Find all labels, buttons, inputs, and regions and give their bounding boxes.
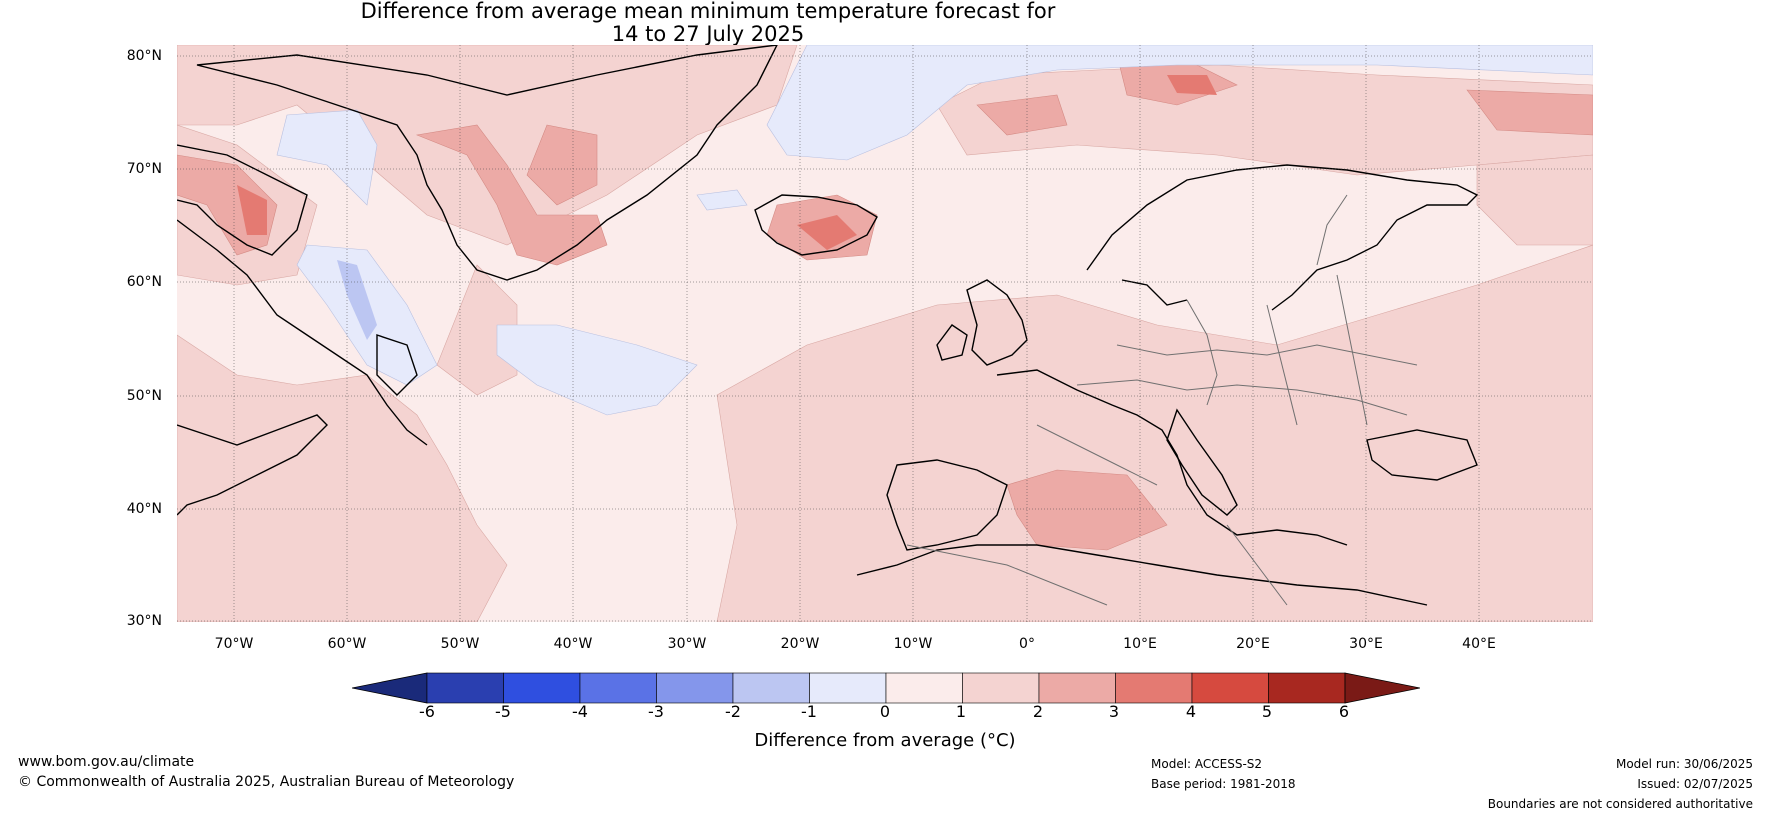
colorbar-cell bbox=[1115, 672, 1193, 704]
colorbar-cell bbox=[809, 672, 887, 704]
graticule bbox=[177, 45, 1593, 622]
lat-label-60n: 60°N bbox=[126, 274, 162, 290]
colorbar-tick: 0 bbox=[879, 702, 891, 721]
colorbar-tick: 6 bbox=[1338, 702, 1350, 721]
colorbar-tick: -5 bbox=[495, 702, 511, 721]
colorbar-cells bbox=[352, 672, 1420, 704]
anomaly-shading-2-3 bbox=[177, 54, 1593, 551]
colorbar-tick: 3 bbox=[1108, 702, 1120, 721]
map-title: Difference from average mean minimum tem… bbox=[0, 0, 1416, 46]
lon-label-10e: 10°E bbox=[1123, 636, 1157, 652]
colorbar-cell bbox=[885, 672, 963, 704]
lon-label-20e: 20°E bbox=[1236, 636, 1270, 652]
colorbar-cell bbox=[1038, 672, 1116, 704]
anomaly-shading-3-4 bbox=[237, 75, 1217, 250]
colorbar-tick: -6 bbox=[419, 702, 435, 721]
lon-label-70w: 70°W bbox=[214, 636, 254, 652]
colorbar-cell bbox=[1191, 672, 1269, 704]
lat-label-50n: 50°N bbox=[126, 388, 162, 404]
lon-label-40w: 40°W bbox=[553, 636, 593, 652]
colorbar-tick: 1 bbox=[955, 702, 967, 721]
colorbar-cell bbox=[503, 672, 581, 704]
footer-model: Model: ACCESS-S2 bbox=[1151, 757, 1263, 771]
title-line-1: Difference from average mean minimum tem… bbox=[360, 0, 1056, 23]
footer-base-period: Base period: 1981-2018 bbox=[1151, 777, 1296, 791]
lat-label-30n: 30°N bbox=[126, 613, 162, 629]
colorbar-label: Difference from average (°C) bbox=[754, 730, 1016, 751]
forecast-map bbox=[177, 45, 1593, 622]
colorbar-cell bbox=[426, 672, 504, 704]
colorbar-cell bbox=[1268, 672, 1346, 704]
map-canvas bbox=[177, 45, 1593, 622]
lon-label-50w: 50°W bbox=[440, 636, 480, 652]
lat-label-80n: 80°N bbox=[126, 48, 162, 64]
lon-label-10w: 10°W bbox=[893, 636, 933, 652]
colorbar-cell bbox=[962, 672, 1040, 704]
colorbar-extend-high bbox=[1344, 672, 1420, 704]
lon-label-20w: 20°W bbox=[780, 636, 820, 652]
lon-label-0: 0° bbox=[1019, 636, 1035, 652]
coastlines bbox=[177, 45, 1479, 606]
colorbar-tick: 2 bbox=[1032, 702, 1044, 721]
colorbar-tick: 5 bbox=[1261, 702, 1273, 721]
colorbar-cell bbox=[656, 672, 734, 704]
lon-label-40e: 40°E bbox=[1462, 636, 1496, 652]
country-borders bbox=[906, 194, 1418, 606]
footer-issued: Issued: 02/07/2025 bbox=[1637, 777, 1753, 791]
footer-model-run: Model run: 30/06/2025 bbox=[1615, 757, 1753, 771]
colorbar-tick: -2 bbox=[725, 702, 741, 721]
lat-label-70n: 70°N bbox=[126, 161, 162, 177]
footer-disclaimer: Boundaries are not considered authoritat… bbox=[1487, 797, 1753, 811]
colorbar-cell bbox=[579, 672, 657, 704]
colorbar-extend-low bbox=[352, 672, 428, 704]
anomaly-shading-1-2 bbox=[177, 45, 1593, 622]
colorbar-cell bbox=[732, 672, 810, 704]
footer-url[interactable]: www.bom.gov.au/climate bbox=[18, 754, 195, 770]
lon-label-60w: 60°W bbox=[327, 636, 367, 652]
title-line-2: 14 to 27 July 2025 bbox=[611, 22, 805, 46]
lat-label-40n: 40°N bbox=[126, 501, 162, 517]
footer-copyright: © Commonwealth of Australia 2025, Austra… bbox=[18, 774, 515, 790]
colorbar-tick: -1 bbox=[801, 702, 817, 721]
lon-label-30w: 30°W bbox=[667, 636, 707, 652]
colorbar-tick: -3 bbox=[648, 702, 664, 721]
colorbar bbox=[352, 672, 1420, 704]
colorbar-tick: -4 bbox=[572, 702, 588, 721]
lon-label-30e: 30°E bbox=[1349, 636, 1383, 652]
colorbar-tick: 4 bbox=[1185, 702, 1197, 721]
